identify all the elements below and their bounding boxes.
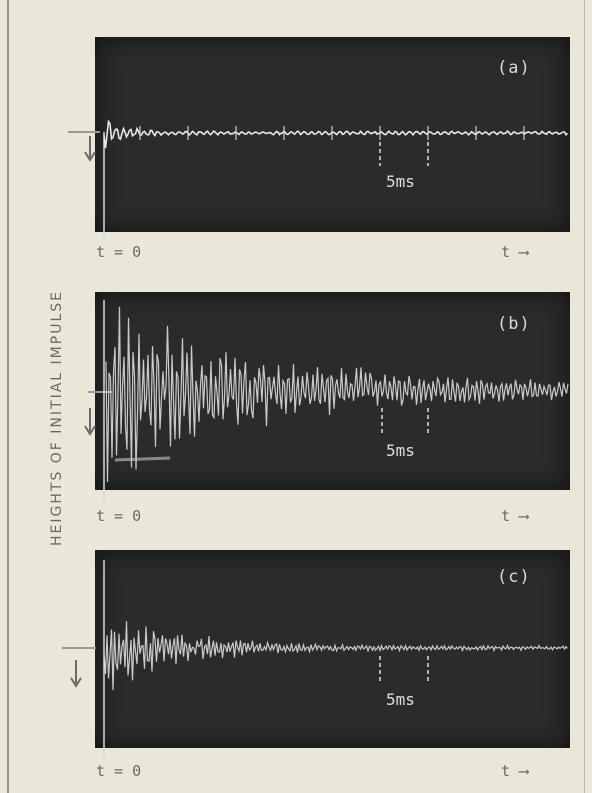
panel-c-scale-label: 5ms — [386, 690, 415, 709]
frame-border-right — [584, 0, 585, 793]
frame-border-left — [7, 0, 9, 793]
panel-a-graphics — [68, 119, 569, 240]
panel-b-t-text: t — [501, 507, 511, 525]
panel-b-glint — [114, 456, 171, 462]
panel-a-scale-label: 5ms — [386, 172, 415, 191]
panel-a-t0-label: t = 0 — [96, 243, 142, 261]
panel-a-trace — [103, 119, 569, 149]
panel-b-t-label: t ⟶ — [501, 507, 528, 525]
panel-c-impulse-arrow-icon — [70, 660, 82, 688]
panel-c-graphics — [62, 560, 568, 760]
panel-b-label: (b) — [497, 314, 531, 334]
panel-b-t-arrow-icon: ⟶ — [519, 507, 529, 525]
panel-b-trace — [105, 306, 569, 483]
panel-c-t-label: t ⟶ — [501, 762, 528, 780]
panel-a-t-arrow-icon: ⟶ — [519, 243, 529, 261]
panel-a-time-ticks — [139, 126, 525, 140]
panel-b-impulse-arrow-icon — [84, 408, 96, 436]
panel-c-screen — [95, 550, 570, 748]
panel-a-label: (a) — [497, 58, 531, 78]
panel-a-t-label: t ⟶ — [501, 243, 528, 261]
panel-b-t0-label: t = 0 — [96, 507, 142, 525]
panel-a-t-text: t — [501, 243, 511, 261]
panel-c-t0-label: t = 0 — [96, 762, 142, 780]
panel-b-scale-label: 5ms — [386, 441, 415, 460]
panel-c-t-arrow-icon: ⟶ — [519, 762, 529, 780]
panel-c-t-text: t — [501, 762, 511, 780]
panel-a-impulse-arrow-icon — [84, 136, 96, 162]
panel-b-graphics — [84, 300, 569, 505]
panel-c-label: (c) — [497, 567, 531, 587]
panel-c-trace — [103, 621, 568, 691]
